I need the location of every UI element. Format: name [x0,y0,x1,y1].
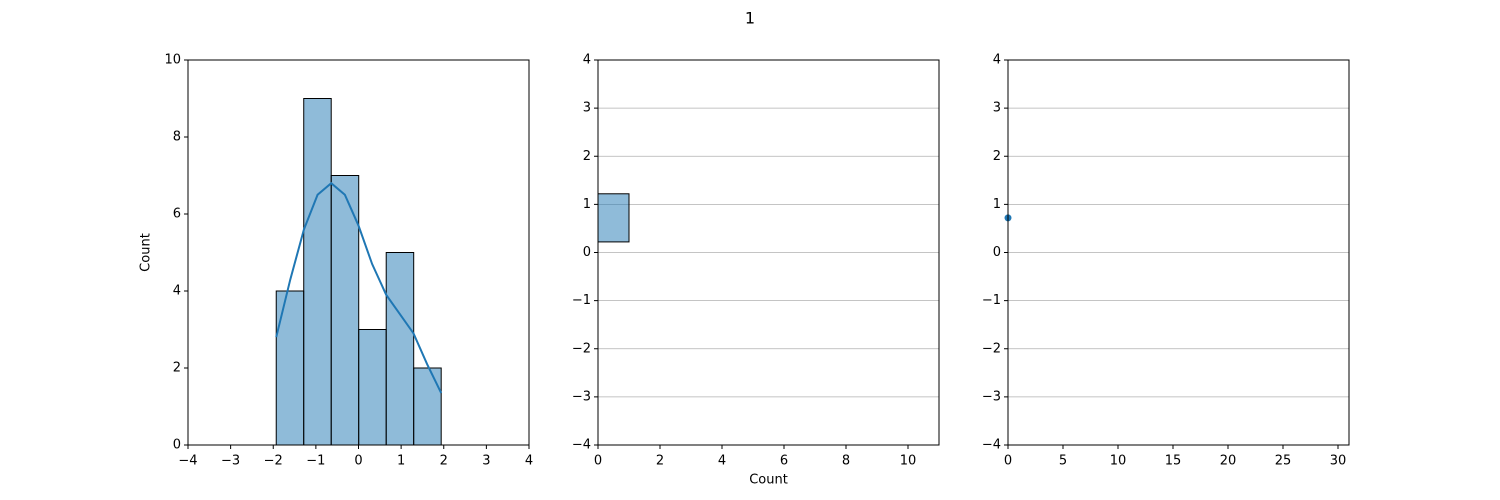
y-tick-label: 6 [173,207,181,222]
y-tick-label: −1 [982,293,1001,308]
bar [358,329,387,446]
y-tick-label: −2 [572,341,591,356]
x-tick-label: −4 [178,454,197,469]
x-tick-label: 8 [842,454,850,469]
y-tick-label: −2 [982,341,1001,356]
x-tick-label: 0 [354,454,362,469]
bar [330,175,360,446]
bar [413,367,442,446]
x-axis-label: Count [749,473,788,488]
y-tick-label: 0 [173,438,181,453]
x-tick-label: 4 [718,454,726,469]
y-tick-label: 4 [583,53,591,68]
x-tick-label: 6 [780,454,788,469]
y-tick-label: 2 [173,361,181,376]
x-tick-label: −3 [221,454,240,469]
y-tick-label: 3 [993,101,1001,116]
y-tick-label: −3 [982,389,1001,404]
bar [303,98,332,446]
bar [385,252,415,446]
x-tick-label: 25 [1275,454,1292,469]
y-tick-label: 0 [993,245,1001,260]
y-tick-label: 2 [583,149,591,164]
x-tick-label: 0 [1004,454,1012,469]
x-tick-label: 20 [1220,454,1237,469]
y-axis-label: Count [139,233,154,272]
y-tick-label: 1 [583,197,591,212]
x-tick-label: 0 [594,454,602,469]
y-tick-label: 4 [173,284,181,299]
kde-line [275,181,443,394]
y-tick-label: 3 [583,101,591,116]
y-tick-label: 10 [164,53,181,68]
x-tick-label: 3 [482,454,490,469]
y-tick-label: −4 [572,438,591,453]
y-tick-label: −3 [572,389,591,404]
x-tick-label: 30 [1330,454,1347,469]
x-tick-label: 1 [397,454,405,469]
y-tick-label: 1 [993,197,1001,212]
y-tick-label: 2 [993,149,1001,164]
x-tick-label: −1 [306,454,325,469]
x-tick-label: 10 [1110,454,1127,469]
figure-title: 1 [745,9,755,28]
bar [275,290,305,446]
y-tick-label: −4 [982,438,1001,453]
x-tick-label: −2 [264,454,283,469]
y-tick-label: −1 [572,293,591,308]
x-tick-label: 10 [900,454,917,469]
x-tick-label: 15 [1165,454,1182,469]
x-tick-label: 2 [440,454,448,469]
x-tick-label: 2 [656,454,664,469]
bar [597,193,630,243]
x-tick-label: 5 [1059,454,1067,469]
y-tick-label: 4 [993,53,1001,68]
y-tick-label: 8 [173,130,181,145]
x-tick-label: 4 [525,454,533,469]
y-tick-label: 0 [583,245,591,260]
